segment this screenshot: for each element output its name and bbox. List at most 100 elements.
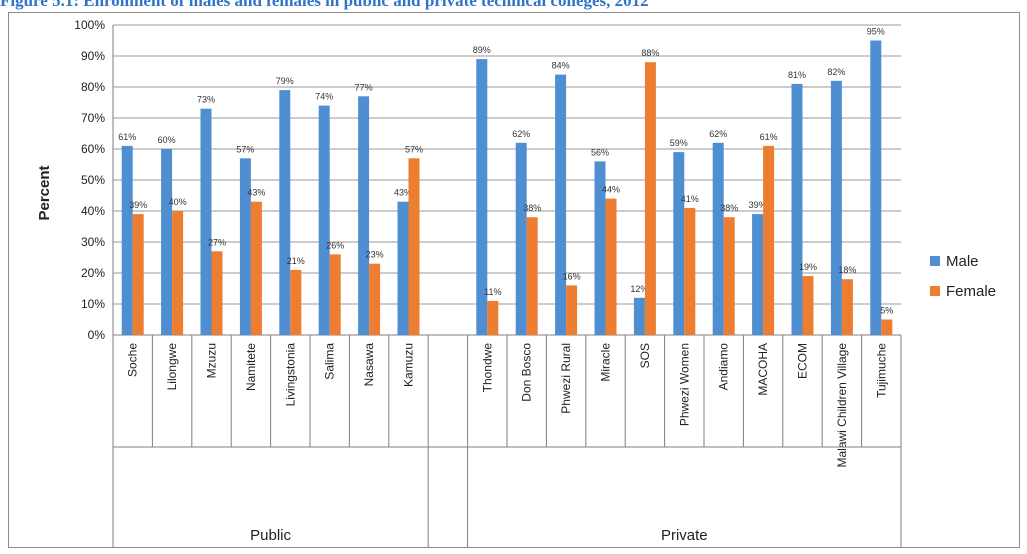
y-tick-label: 10% [81,297,105,311]
data-label-male: 59% [670,138,688,148]
y-tick-label: 60% [81,142,105,156]
bar-male [831,81,842,335]
y-tick-label: 30% [81,235,105,249]
bar-male [319,106,330,335]
data-label-female: 19% [799,262,817,272]
bar-female [645,62,656,335]
data-label-female: 18% [838,265,856,275]
bar-male [870,41,881,336]
x-tick-label: Kamuzu [402,343,416,387]
bar-female [172,211,183,335]
bar-male [713,143,724,335]
bar-female [881,320,892,336]
x-tick-label: Don Bosco [520,343,534,402]
chart-frame: 0% 10% 20% 30% 40% 50% 60% 70% 80% 90% 100% Percent… [8,12,1020,548]
legend-label-male: Male [946,253,979,270]
data-label-male: 74% [315,92,333,102]
y-tick-label: 40% [81,204,105,218]
y-axis-title: Percent [36,165,53,220]
bar-male [358,96,369,335]
y-tick-label: 20% [81,266,105,280]
data-label-female: 44% [602,185,620,195]
x-tick-label: Tujimuche [874,343,888,398]
bar-female [487,301,498,335]
x-tick-label: Andiamo [717,343,731,391]
bar-male [673,152,684,335]
y-tick-label: 50% [81,173,105,187]
data-label-female: 43% [247,188,265,198]
x-tick-label: MACOHA [756,343,770,396]
x-tick-label: Lilongwe [165,343,179,391]
data-label-female: 38% [523,203,541,213]
data-label-female: 61% [760,132,778,142]
x-tick-label: ECOM [796,343,810,379]
bar-male [792,84,803,335]
y-tick-label: 100% [74,18,105,32]
bar-female [527,217,538,335]
x-tick-label: Phwezi Rural [559,343,573,414]
data-label-female: 11% [484,287,501,297]
bar-female [684,208,695,335]
bar-female [763,146,774,335]
x-tick-label: Phwezi Women [677,343,691,426]
data-label-female: 16% [563,271,581,281]
data-label-male: 81% [788,70,806,80]
y-tick-label: 0% [88,328,106,342]
data-label-female: 23% [366,250,384,260]
data-label-male: 57% [236,144,254,154]
x-tick-label: Nasawa [362,343,376,387]
bar-female [330,254,341,335]
data-label-male: 60% [158,135,176,145]
data-label-male: 56% [591,147,609,157]
x-tick-label: Livingstonia [283,343,297,407]
bar-male [555,75,566,335]
bar-female [251,202,262,335]
data-label-female: 39% [129,200,147,210]
data-label-female: 21% [287,256,305,266]
data-label-female: 38% [720,203,738,213]
x-tick-label: Thondwe [480,343,494,393]
data-label-female: 40% [169,197,187,207]
data-label-male: 79% [276,76,294,86]
x-tick-label: Miracle [599,343,613,382]
x-tick-label: Soche [126,343,140,377]
data-label-male: 82% [827,67,845,77]
bar-female [724,217,735,335]
bar-female [369,264,380,335]
x-tick-label: Salima [323,343,337,380]
data-label-male: 61% [118,132,136,142]
bar-female [409,158,420,335]
bar-female [803,276,814,335]
data-label-male: 73% [197,95,215,105]
data-label-male: 62% [709,129,727,139]
data-label-male: 84% [552,61,570,71]
legend-swatch-female [930,286,940,296]
bar-female [566,285,577,335]
data-label-male: 77% [355,82,373,92]
data-label-female: 26% [326,240,344,250]
legend-swatch-male [930,256,940,266]
bar-female [606,199,617,335]
bar-female [133,214,144,335]
y-tick-label: 90% [81,49,105,63]
bar-male [634,298,645,335]
bar-male [752,214,763,335]
x-tick-label: SOS [638,343,652,368]
legend-label-female: Female [946,283,996,300]
x-tick-label: Namitete [244,343,258,391]
y-tick-label: 70% [81,111,105,125]
x-tick-label: Malawi Children Village [835,343,849,468]
bar-female [290,270,301,335]
x-tick-label: Mzuzu [205,343,219,378]
y-tick-label: 80% [81,80,105,94]
figure-caption: Figure 5.1: Enrollment of males and fema… [0,0,1027,11]
bar-male [279,90,290,335]
data-label-male: 62% [512,129,530,139]
bar-male [122,146,133,335]
bar-male [516,143,527,335]
group-label: Private [661,527,708,544]
bar-female [212,251,223,335]
group-label: Public [250,527,291,544]
data-label-male: 89% [473,45,491,55]
bar-chart: 0% 10% 20% 30% 40% 50% 60% 70% 80% 90% 100% Percent… [9,13,1019,547]
